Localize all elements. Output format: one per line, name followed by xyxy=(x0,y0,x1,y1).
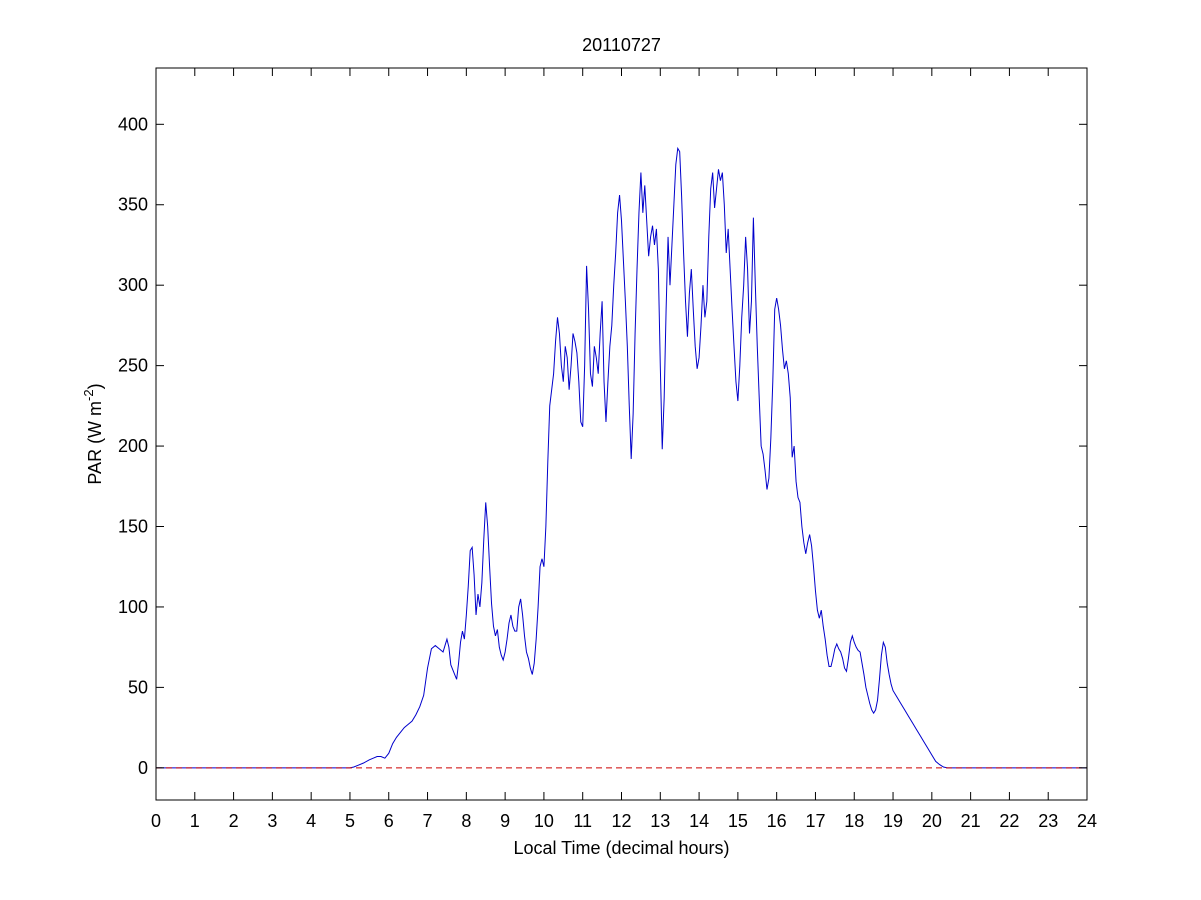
x-tick-label: 11 xyxy=(573,811,592,831)
labels-layer: 0 1 2 3 4 5 6 7 8 9 10 11 12 13 14 15 16 17 18 19 20 21 22 23 24… xyxy=(118,114,1097,831)
y-tick-label: 50 xyxy=(128,677,148,697)
y-axis-label: PAR (W m-2) xyxy=(81,383,105,484)
x-tick-label: 13 xyxy=(650,811,670,831)
series-line-0 xyxy=(156,146,1087,769)
chart-title: 20110727 xyxy=(582,35,661,55)
x-tick-label: 20 xyxy=(922,811,942,831)
x-tick-label: 18 xyxy=(844,811,864,831)
x-tick-label: 5 xyxy=(345,811,355,831)
x-tick-label: 9 xyxy=(500,811,510,831)
y-tick-label: 300 xyxy=(118,275,148,295)
x-tick-label: 22 xyxy=(999,811,1019,831)
y-tick-label: 400 xyxy=(118,114,148,134)
x-axis-label: Local Time (decimal hours) xyxy=(513,838,729,858)
x-tick-label: 16 xyxy=(767,811,787,831)
plot-area xyxy=(156,68,1087,800)
x-tick-label: 19 xyxy=(883,811,903,831)
y-tick-label: 100 xyxy=(118,597,148,617)
y-axis-label-prefix: PAR (W m xyxy=(85,401,105,485)
x-tick-label: 14 xyxy=(689,811,709,831)
x-tick-label: 0 xyxy=(151,811,161,831)
y-tick-label: 150 xyxy=(118,517,148,537)
x-tick-label: 12 xyxy=(611,811,631,831)
x-tick-label: 17 xyxy=(805,811,825,831)
x-tick-label: 2 xyxy=(229,811,239,831)
series-layer xyxy=(156,146,1087,769)
x-tick-label: 24 xyxy=(1077,811,1097,831)
x-tick-label: 21 xyxy=(961,811,981,831)
x-tick-label: 23 xyxy=(1038,811,1058,831)
x-tick-label: 3 xyxy=(267,811,277,831)
x-tick-label: 4 xyxy=(306,811,316,831)
y-tick-label: 200 xyxy=(118,436,148,456)
y-tick-label: 0 xyxy=(138,758,148,778)
x-tick-label: 6 xyxy=(384,811,394,831)
y-axis-label-superscript: -2 xyxy=(81,389,96,401)
y-axis-label-suffix: ) xyxy=(85,383,105,389)
y-tick-label: 350 xyxy=(118,195,148,215)
x-tick-label: 8 xyxy=(461,811,471,831)
y-tick-label: 250 xyxy=(118,356,148,376)
x-tick-label: 15 xyxy=(728,811,748,831)
x-tick-label: 1 xyxy=(190,811,200,831)
ticks-layer xyxy=(155,68,1088,800)
x-tick-label: 7 xyxy=(423,811,433,831)
x-tick-label: 10 xyxy=(534,811,554,831)
